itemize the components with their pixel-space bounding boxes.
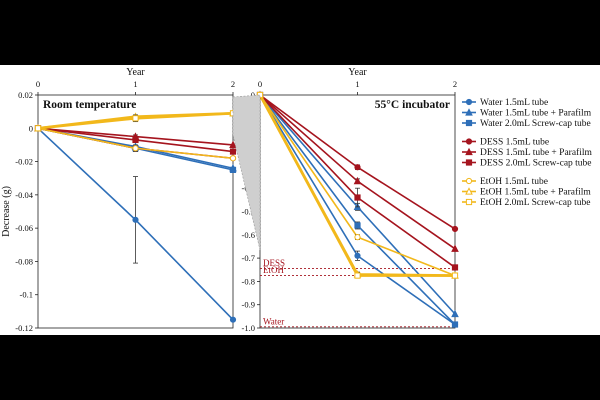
legend-label-2-1: EtOH 1.5mL tube + Parafilm — [480, 187, 591, 198]
panel-1-series-5-point — [354, 194, 361, 201]
reference-label-etoh: EtOH — [263, 265, 284, 275]
panel-1-series-4-point — [353, 176, 362, 185]
figure: 0 1 2 Year 0.02 0 -0.02 -0.04 -0.06 -0.08 -0.1 -0.1… — [0, 65, 600, 335]
panel-0-series-0-point — [132, 216, 139, 223]
chart-svg: 0 1 2Year0.020-0.02-0.04-0.06-0.08-0.1-0.1… — [1, 67, 592, 333]
panel-0-series-8-point — [34, 125, 42, 132]
panel-1-frame — [259, 94, 456, 329]
panel-1-xaxis-title: Year — [348, 67, 367, 78]
panel-0-series-6-point — [229, 155, 237, 162]
reference-label-dess: DESS — [263, 258, 285, 268]
panel-0-series-5-point — [132, 136, 139, 144]
legend-label-1-2: DESS 2.0mL Screw-cap tube — [480, 159, 592, 169]
panel-1-ytick-label: -0.6 — [242, 230, 255, 240]
legend-marker-2-2 — [465, 198, 473, 206]
panel-1-xtick-label: 2 — [453, 79, 457, 89]
panel-1-series-8-point — [354, 272, 361, 279]
legend-label-2-2: EtOH 2.0mL Screw-cap tube — [480, 198, 590, 208]
legend-label-0-2: Water 2.0mL Screw-cap tube — [480, 119, 591, 129]
legend-label-2-0: EtOH 1.5mL tube — [480, 177, 548, 187]
panel-0-xtick-label: 1 — [133, 79, 137, 89]
panel-1-xtick-label: 1 — [355, 79, 359, 89]
panel-1-ytick-label: -0.5 — [242, 207, 255, 217]
legend-marker-2-1 — [465, 187, 473, 195]
panel-0-ytick-label: -0.06 — [15, 223, 33, 233]
panel-1-series-2-point — [354, 222, 361, 229]
panel-1-series-3-point — [451, 225, 459, 233]
panel-1-series-6-point — [354, 234, 361, 241]
legend-marker-1-0 — [465, 138, 473, 145]
panel-0-ytick-label: -0.04 — [15, 190, 33, 200]
panel-1-series-3-point — [354, 164, 361, 171]
panel-0-series-5-point — [229, 148, 237, 155]
panel-1-title: 55°C incubator — [375, 99, 450, 111]
panel-1-ytick-label: -1.0 — [242, 323, 255, 333]
legend-marker-0-0 — [465, 98, 473, 106]
panel-0-ytick-label: -0.08 — [15, 256, 33, 266]
panel-0-title: Room temperature — [43, 99, 136, 111]
panel-1-ytick-label: -0.8 — [242, 276, 255, 286]
panel-0-ytick-label: 0.02 — [18, 90, 33, 100]
panel-0-xaxis-title: Year — [126, 67, 145, 78]
legend-label-0-0: Water 1.5mL tube — [480, 98, 548, 108]
panel-0-series-6-point — [132, 145, 139, 152]
legend-label-0-1: Water 1.5mL tube + Parafilm — [480, 108, 592, 119]
panel-0-series-4-point — [229, 140, 237, 149]
panel-1-series-5-point — [451, 264, 459, 271]
panel-0-series-2-point — [229, 166, 237, 173]
panel-1-series-line-8 — [258, 94, 455, 277]
legend-label-1-1: DESS 1.5mL tube + Parafilm — [480, 147, 592, 158]
panel-0-ytick-label: -0.02 — [15, 157, 33, 167]
panel-0-ytick-label: -0.12 — [15, 323, 33, 333]
legend-marker-0-1 — [465, 108, 473, 116]
legend-marker-2-0 — [465, 177, 473, 185]
legend-marker-1-2 — [465, 159, 473, 166]
panel-0-xtick-label: 0 — [36, 79, 40, 89]
panel-1-series-line-6 — [259, 94, 456, 277]
panel-1-series-2-point — [451, 321, 459, 328]
legend-marker-0-2 — [465, 119, 473, 127]
panel-1-series-4-point — [451, 244, 459, 252]
panel-0-xtick-label: 2 — [231, 79, 235, 89]
panel-1-series-line-7 — [258, 94, 456, 277]
reference-label-water: Water — [263, 316, 284, 326]
panel-0-ytick-label: -0.1 — [20, 290, 33, 300]
panel-1-series-1-point — [451, 309, 459, 318]
panel-0-ytick-label: 0 — [29, 123, 33, 133]
y-axis-title: Decrease (g) — [1, 186, 12, 237]
panel-1-series-0-point — [354, 252, 361, 259]
panel-1-xtick-label: 0 — [258, 79, 262, 89]
panel-1-ytick-label: 0 — [251, 90, 255, 100]
panel-1-ytick-label: -0.7 — [242, 253, 255, 263]
panel-0-series-8-point — [132, 115, 139, 122]
panel-1-series-8-point — [451, 272, 459, 279]
zoom-connector — [232, 94, 261, 251]
panel-1-ytick-label: -0.9 — [242, 300, 255, 310]
legend-label-1-0: DESS 1.5mL tube — [480, 138, 549, 148]
panel-0-series-0-point — [229, 316, 237, 323]
legend-marker-1-1 — [465, 147, 473, 156]
